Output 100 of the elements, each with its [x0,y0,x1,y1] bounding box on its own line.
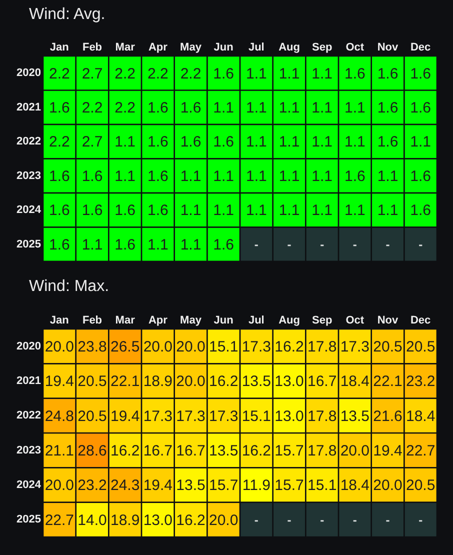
data-label: 21.1 [44,442,74,460]
data-label: 1.1 [180,236,202,254]
data-label: 1.1 [180,168,202,185]
data-label: 1.6 [147,99,168,116]
data-label: 26.5 [110,338,140,356]
text: - [320,512,324,527]
data-label: 2.2 [114,99,136,116]
data-label: 1.1 [114,168,136,185]
data-label: 1.6 [213,65,234,82]
data-label: 16.7 [307,373,337,390]
data-label: 19.4 [110,408,140,425]
x-tick-label: Jul [248,314,264,326]
data-label: 1.6 [377,65,398,82]
data-label: 16.2 [208,373,238,390]
data-label: 1.1 [278,65,300,82]
data-label: 19.4 [44,373,74,390]
text: - [386,512,390,527]
text: - [320,238,324,252]
y-tick-label: 2020 [16,340,41,352]
x-tick-label: Mar [115,41,136,54]
data-label: 20.0 [44,477,74,494]
data-label: 23.2 [406,373,436,390]
data-label: 1.6 [213,236,234,254]
data-label: 15.7 [274,442,304,460]
text: - [418,512,423,527]
data-label: 1.1 [114,134,136,151]
data-label: 1.1 [278,168,300,185]
data-label: 1.1 [344,202,366,220]
y-tick-label: 2023 [16,170,41,182]
data-label: 11.9 [242,477,270,494]
data-label: 13.0 [274,408,304,425]
data-label: 1.1 [246,168,267,185]
data-label: 1.1 [312,202,333,220]
data-label: 16.2 [176,512,206,529]
data-label: 1.1 [344,99,366,116]
data-label: 22.7 [406,442,436,460]
data-label: 16.7 [143,442,173,460]
data-label: 1.6 [377,134,398,151]
data-label: 17.3 [340,338,370,356]
data-label: 1.6 [410,99,432,116]
data-label: 1.1 [344,134,366,151]
data-label: 16.2 [110,442,140,460]
x-tick-label: May [180,41,202,54]
x-tick-label: Apr [148,314,168,326]
x-tick-label: Dec [410,41,431,54]
text: - [386,238,390,252]
data-label: 1.6 [147,134,168,151]
data-label: 20.5 [373,338,402,356]
x-tick-label: Aug [278,314,300,326]
data-label: 2.7 [82,65,103,82]
x-tick-label: Jun [214,41,234,54]
data-label: 23.8 [78,338,107,356]
x-tick-label: Oct [346,314,364,326]
data-label: 2.7 [82,134,103,151]
x-tick-label: Dec [410,314,431,326]
x-tick-label: Sep [312,314,332,326]
data-label: 16.2 [274,338,304,356]
data-label: 15.7 [208,477,238,494]
data-label: 16.2 [242,442,272,460]
data-label: 13.0 [143,512,173,529]
data-label: 18.4 [340,373,370,390]
data-label: 15.7 [274,477,304,494]
data-label: 2.2 [82,99,103,116]
data-label: 17.8 [307,408,337,425]
x-tick-label: Sep [312,41,332,54]
x-tick-label: Nov [377,41,400,54]
data-label: 17.3 [208,408,238,425]
data-label: 1.6 [377,99,398,116]
data-label: 13.5 [242,373,272,390]
data-label: 17.8 [307,442,337,460]
y-tick-label: 2022 [16,136,41,148]
x-tick-label: Apr [148,41,168,54]
data-label: 1.1 [312,134,333,151]
data-label: 1.6 [48,99,70,116]
data-label: 17.8 [307,338,337,356]
data-label: 1.6 [114,202,136,220]
data-label: 1.1 [180,202,202,220]
data-label: 16.7 [176,442,206,460]
y-tick-label: 2025 [16,514,41,526]
data-label: 1.1 [278,134,300,151]
text: - [352,512,357,527]
data-label: 1.6 [114,236,136,254]
data-label: 20.5 [406,477,436,494]
data-label: 1.6 [410,168,432,185]
x-tick-label: May [180,314,202,326]
data-label: 19.4 [373,442,402,460]
x-tick-label: Jun [214,314,234,326]
text: - [287,238,292,252]
data-label: 18.4 [340,477,370,494]
x-tick-label: Jan [50,314,70,326]
data-label: 2.2 [147,65,168,82]
data-label: 1.1 [213,168,234,185]
data-label: 1.6 [344,65,366,82]
data-label: 17.3 [242,338,272,356]
data-label: 13.5 [176,477,206,494]
data-label: 18.9 [110,512,140,529]
data-label: 1.1 [246,99,267,116]
data-label: 20.0 [373,477,402,494]
y-tick-label: 2022 [16,410,41,422]
x-tick-label: Feb [82,41,102,54]
